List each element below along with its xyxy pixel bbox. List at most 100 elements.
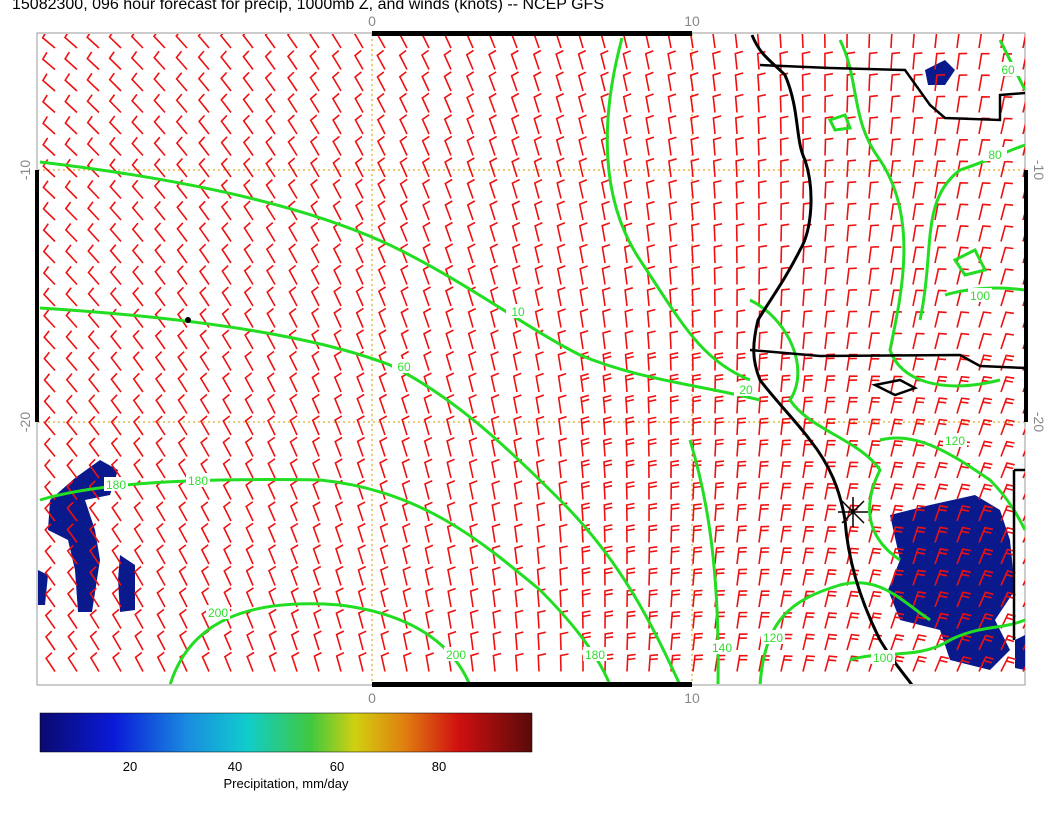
wind-barb: [758, 590, 770, 608]
wind-barb: [824, 224, 835, 242]
wind-barb: [1000, 246, 1014, 264]
wind-barb: [331, 71, 342, 92]
wind-barb: [670, 632, 681, 651]
wind-barb: [868, 396, 881, 414]
contour-line: [605, 37, 751, 382]
wind-barb: [757, 93, 766, 113]
wind-barb: [443, 71, 452, 92]
wind-barb: [713, 309, 723, 328]
wind-barb: [130, 72, 144, 92]
wind-barb: [334, 501, 344, 522]
wind-barb: [780, 417, 791, 436]
wind-barb: [421, 71, 430, 92]
wind-barb: [335, 587, 344, 608]
wind-barb: [510, 114, 520, 135]
wind-barb: [758, 223, 768, 242]
wind-barb: [335, 608, 344, 629]
wind-barb: [669, 373, 679, 393]
wind-barb: [780, 482, 792, 500]
wind-barb: [558, 437, 567, 457]
wind-barb: [802, 482, 814, 500]
wind-barb: [824, 159, 834, 178]
wind-barb: [66, 480, 78, 500]
wind-barb: [176, 265, 188, 285]
wind-barb: [824, 353, 836, 371]
wind-barb: [221, 372, 232, 393]
wind-barb: [758, 439, 769, 457]
wind-barb: [580, 416, 590, 436]
wind-barb: [890, 440, 903, 457]
wind-barb: [934, 289, 947, 307]
wind-barb: [243, 200, 254, 221]
wind-barb: [846, 224, 857, 242]
wind-barb: [912, 504, 926, 522]
wind-barb: [399, 200, 408, 221]
wind-barb: [466, 178, 475, 199]
wind-barb: [736, 482, 747, 500]
wind-barb: [934, 591, 949, 608]
wind-barb: [222, 458, 232, 479]
wind-barb: [934, 655, 950, 672]
wind-barb: [559, 588, 569, 608]
wind-barb: [956, 34, 960, 49]
wind-barb: [446, 436, 455, 457]
wind-barb: [579, 308, 589, 328]
wind-barb: [443, 92, 452, 113]
wind-barb: [399, 221, 409, 242]
wind-barb: [468, 415, 478, 436]
wind-barb: [63, 34, 78, 49]
wind-barb: [846, 267, 857, 285]
wind-barb: [469, 566, 479, 586]
wind-barb: [978, 34, 983, 49]
wind-barb: [400, 243, 409, 264]
wind-barb: [1000, 117, 1013, 135]
wind-barb: [934, 95, 946, 113]
wind-barb: [155, 501, 166, 522]
wind-barb: [758, 504, 770, 522]
wind-barb: [131, 222, 144, 243]
wind-barb: [133, 544, 144, 565]
contour-label-bg: [104, 477, 128, 491]
wind-barb: [670, 438, 680, 457]
wind-barb: [445, 307, 454, 328]
wind-barb: [603, 459, 613, 479]
wind-barb: [333, 264, 342, 285]
wind-barb: [43, 458, 56, 479]
wind-barb: [447, 630, 457, 651]
wind-barb: [266, 350, 276, 371]
wind-barb: [646, 330, 656, 350]
wind-barb: [155, 458, 166, 479]
wind-barb: [153, 158, 166, 178]
wind-barb: [824, 375, 836, 393]
wind-barb: [577, 92, 587, 113]
wind-barb: [132, 415, 144, 436]
wind-barb: [669, 395, 679, 414]
wind-barb: [154, 265, 166, 285]
wind-barb: [736, 266, 745, 285]
wind-barb: [377, 178, 386, 199]
wind-barb: [156, 630, 166, 651]
title: 15082300, 096 hour forecast for precip, …: [12, 0, 604, 13]
wind-barb: [401, 479, 411, 500]
coastline: [749, 34, 1025, 684]
wind-barb: [645, 93, 654, 113]
wind-barb: [398, 34, 408, 49]
wind-barb: [978, 138, 991, 156]
wind-barb: [624, 373, 634, 393]
wind-barb: [956, 418, 970, 436]
wind-barb: [1000, 289, 1014, 307]
wind-barb: [690, 222, 700, 242]
wind-barb: [579, 265, 588, 285]
wind-barb: [287, 200, 298, 221]
wind-barb: [109, 201, 122, 221]
wind-barb: [513, 415, 522, 436]
wind-barb: [646, 244, 656, 264]
wind-barb: [335, 630, 345, 651]
wind-barb: [65, 265, 78, 286]
wind-barb: [399, 135, 408, 156]
wind-barb: [690, 158, 700, 178]
wind-barb: [266, 307, 276, 328]
wind-barb: [332, 157, 342, 178]
wind-barb: [624, 287, 634, 307]
